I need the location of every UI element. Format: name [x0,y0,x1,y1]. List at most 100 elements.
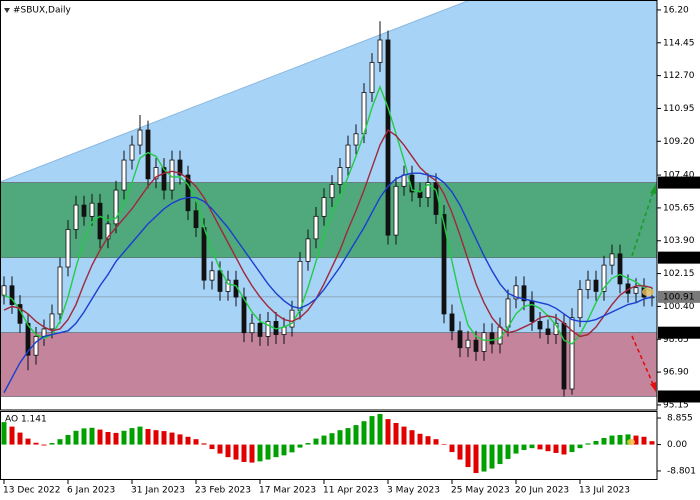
y-tick-label: 16.20 [663,5,689,15]
channel-line [0,0,471,183]
price-marker [642,288,654,296]
ao-bar [481,444,487,472]
candle-body [137,129,143,146]
candle-body [241,296,247,334]
ao-title: AO 1.141 [5,415,47,425]
candle-body [177,159,183,176]
candle-body [513,285,519,300]
ao-bar [161,431,167,445]
candle-body [49,313,55,330]
ao-bar [233,444,239,460]
candle-body [481,332,487,352]
candle-body [121,159,127,191]
x-tick-label: 23 Feb 2023 [195,486,251,496]
ao-bar [97,429,103,445]
ao-bar [217,444,223,454]
candle-body [225,279,231,292]
x-tick-label: 6 Jan 2023 [67,486,115,496]
ao-bar [577,444,583,449]
candle-body [265,321,271,337]
ao-bar [65,434,71,445]
ao-bar [81,428,87,445]
candle-body [1,285,7,296]
ao-bar [401,426,407,445]
ao-frame [0,411,658,480]
candle-body [257,322,263,337]
candle-body [353,133,359,146]
candle-body [401,174,407,187]
ao-marker [627,439,635,445]
ao-bar [505,444,511,459]
candle-body [281,326,287,335]
candle-body [97,202,103,240]
ao-bar [441,443,447,445]
candle-body [457,330,463,349]
ao-bar [553,444,559,453]
y-tick-label: 103.90 [663,236,695,246]
x-tick-label: 25 May 2023 [451,486,510,496]
y-tick-label: 114.45 [663,38,695,48]
ao-bar [353,425,359,445]
ao-bar [201,443,207,445]
ao-bar [369,416,375,445]
candle-body [217,270,223,292]
x-tick-label: 31 Jan 2023 [131,486,185,496]
ao-bar [513,444,519,454]
ao-bar [145,428,151,445]
candle-body [377,39,383,63]
y-tick-label: 102.15 [663,269,695,279]
ao-bar [209,444,215,450]
candle-body [65,229,71,268]
ao-bar [25,438,31,445]
candle-body [105,223,111,240]
ao-bar [177,434,183,445]
indicator-line [3,172,653,394]
price-tag-label: 103.00 [663,253,695,263]
ao-bar [521,444,527,450]
ao-bar [329,433,335,445]
ao-bar [585,443,591,445]
price-tag [658,251,700,264]
candle-body [81,204,87,217]
candle-body [577,289,583,319]
zone [0,332,657,397]
candle-body [209,270,215,281]
ao-bar [593,440,599,445]
ao-bar [609,435,615,445]
y-tick-label: 8.855 [667,414,693,424]
ao-bar [169,432,175,445]
candle-body [633,287,639,294]
down-arrow [631,335,654,385]
ao-bar [529,444,535,449]
ao-bar [129,428,135,445]
ao-bar [361,421,367,445]
candle-body [385,39,391,236]
price-tag [658,390,700,403]
candle-body [561,322,567,390]
y-tick-label: 110.95 [663,104,695,114]
ao-bar [9,426,15,445]
candle-body [593,279,599,292]
candle-body [25,322,31,356]
y-tick-label: 0.00 [667,440,687,450]
candle-body [185,174,191,212]
ao-bar [273,444,279,458]
up-arrow-head [650,184,656,194]
up-arrow [631,191,654,257]
ao-bar [545,444,551,452]
candle-body [201,227,207,281]
ao-bar [385,419,391,445]
candle-body [249,322,255,334]
ao-bar [57,439,63,445]
candle-body [337,167,343,185]
axes: 16.20 114.45 112.70 110.95 109.20 107.40 105.6… [3,5,700,496]
candle-body [9,285,15,305]
ao-bar [409,430,415,445]
ao-bar [449,444,455,453]
y-tick-label: 105.65 [663,203,695,213]
ao-bar [137,426,143,445]
candle-body [545,328,551,335]
ao-bar [33,442,39,445]
candle-body [329,184,335,198]
